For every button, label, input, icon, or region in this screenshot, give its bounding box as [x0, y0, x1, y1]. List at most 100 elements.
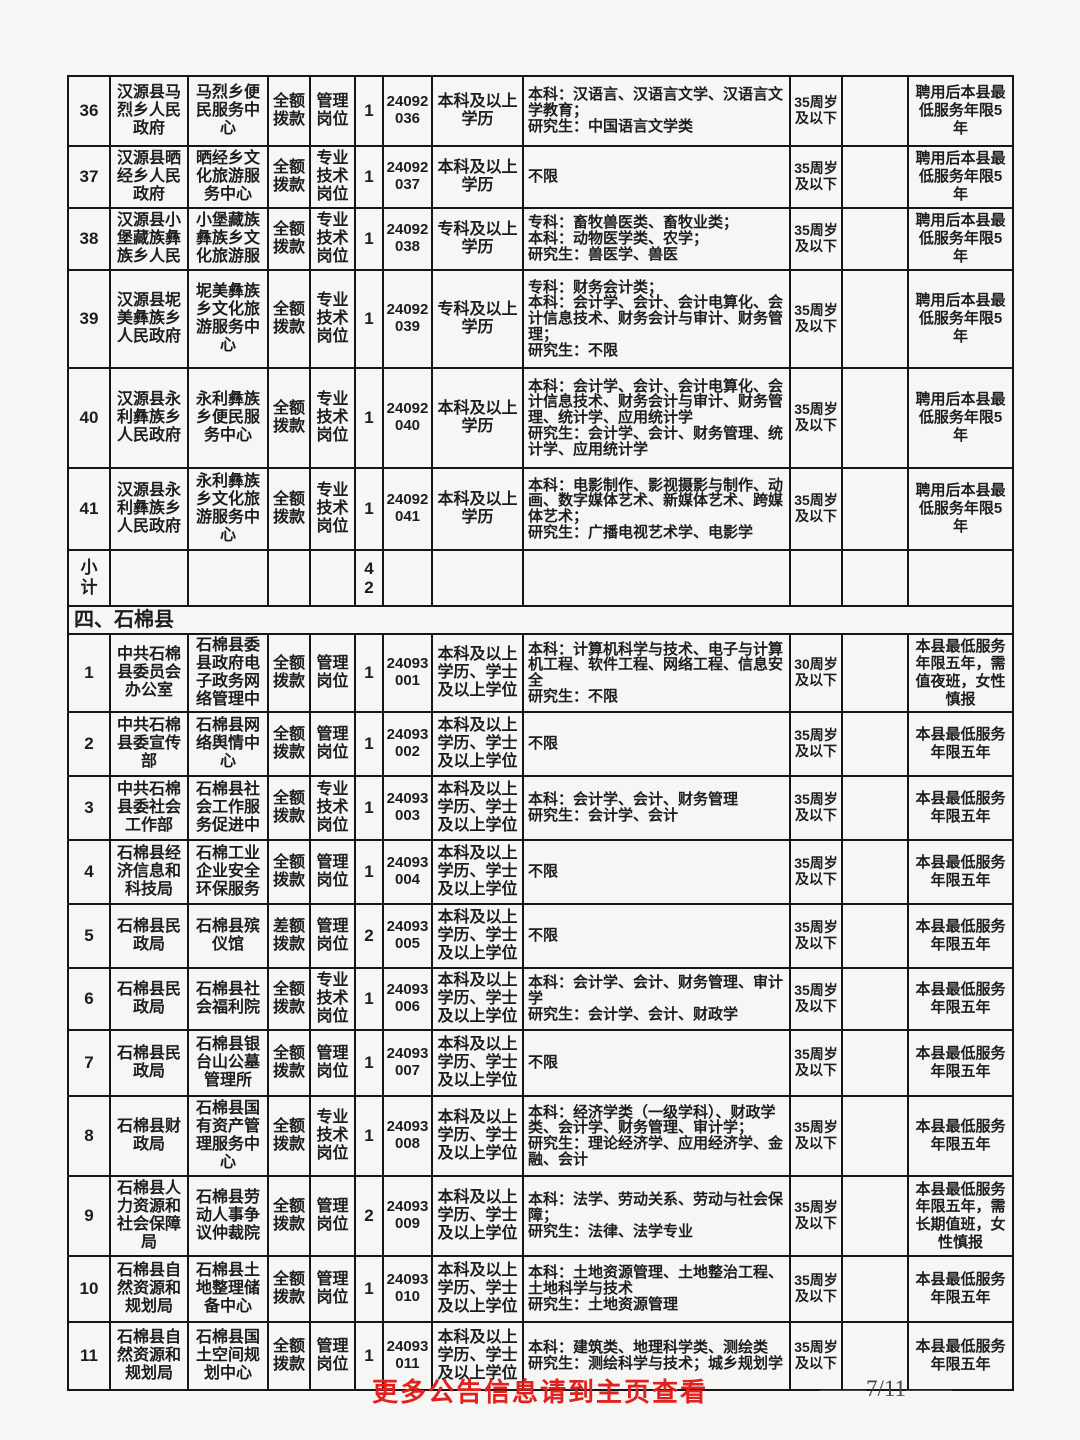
table-row: 3 中共石棉县委社会工作部 石棉县社会工作服务促进中 全额拨款 专业技术岗位 1 24093… — [67, 775, 1014, 841]
cell-age: 35周岁及以下 — [789, 145, 843, 209]
cell-seq: 38 — [67, 207, 111, 271]
cell-funding: 全额拨款 — [267, 1321, 311, 1391]
cell-post-type: 管理岗位 — [309, 1255, 356, 1323]
cell-majors: 本科：土地资源管理、土地整治工程、土地科学与技术 研究生：土地资源管理 — [522, 1255, 791, 1323]
cell-unit: 小堡藏族彝族乡文化旅游服 — [187, 207, 269, 271]
cell-post-type: 专业技术岗位 — [309, 145, 356, 209]
cell-seq: 41 — [67, 467, 111, 551]
cell-note: 本县最低服务年限五年 — [907, 839, 1014, 905]
cell-education: 本科及以上学历 — [431, 367, 524, 469]
cell-count: 2 — [354, 903, 384, 969]
cell-blank — [841, 549, 909, 607]
cell-count: 1 — [354, 775, 384, 841]
cell-note: 本县最低服务年限五年 — [907, 1095, 1014, 1177]
cell-age: 35周岁及以下 — [789, 1029, 843, 1097]
cell-blank — [841, 1255, 909, 1323]
cell-count: 1 — [354, 1095, 384, 1177]
cell-unit: 石棉县国有资产管理服务中心 — [187, 1095, 269, 1177]
table-row: 37 汉源县晒经乡人民政府 晒经乡文化旅游服务中心 全额拨款 专业技术岗位 1 240920… — [67, 145, 1014, 209]
cell-blank — [309, 549, 356, 607]
cell-education: 本科及以上学历、学士及以上学位 — [431, 1095, 524, 1177]
cell-count: 1 — [354, 367, 384, 469]
subtotal-row: 小计 42 — [67, 549, 1014, 607]
cell-funding: 全额拨款 — [267, 1095, 311, 1177]
cell-post-type: 管理岗位 — [309, 633, 356, 713]
cell-seq: 10 — [67, 1255, 111, 1323]
cell-code: 24093003 — [382, 775, 433, 841]
cell-dept: 汉源县晒经乡人民政府 — [109, 145, 189, 209]
cell-funding: 全额拨款 — [267, 711, 311, 777]
cell-education: 本科及以上学历、学士及以上学位 — [431, 775, 524, 841]
cell-count: 1 — [354, 145, 384, 209]
cell-blank — [841, 775, 909, 841]
cell-blank — [109, 549, 189, 607]
cell-blank — [789, 549, 843, 607]
cell-unit: 石棉县国土空间规划中心 — [187, 1321, 269, 1391]
cell-post-type: 管理岗位 — [309, 1175, 356, 1257]
cell-education: 本科及以上学历、学士及以上学位 — [431, 839, 524, 905]
table-row: 7 石棉县民政局 石棉县银台山公墓管理所 全额拨款 管理岗位 1 24093007 本科及以上… — [67, 1029, 1014, 1097]
cell-note: 本县最低服务年限五年 — [907, 711, 1014, 777]
cell-post-type: 专业技术岗位 — [309, 367, 356, 469]
cell-dept: 中共石棉县委宣传部 — [109, 711, 189, 777]
cell-funding: 全额拨款 — [267, 207, 311, 271]
cell-majors: 不限 — [522, 903, 791, 969]
cell-majors: 不限 — [522, 1029, 791, 1097]
table-row: 8 石棉县财政局 石棉县国有资产管理服务中心 全额拨款 专业技术岗位 1 24093008 本… — [67, 1095, 1014, 1177]
cell-majors: 不限 — [522, 145, 791, 209]
cell-funding: 全额拨款 — [267, 633, 311, 713]
cell-blank — [841, 1175, 909, 1257]
table-row: 5 石棉县民政局 石棉县殡仪馆 差额拨款 管理岗位 2 24093005 本科及以上学历、学士… — [67, 903, 1014, 969]
cell-education: 本科及以上学历、学士及以上学位 — [431, 903, 524, 969]
cell-post-type: 专业技术岗位 — [309, 967, 356, 1031]
cell-subtotal-count: 42 — [354, 549, 384, 607]
cell-dept: 石棉县经济信息和科技局 — [109, 839, 189, 905]
cell-count: 1 — [354, 967, 384, 1031]
cell-dept: 石棉县自然资源和规划局 — [109, 1255, 189, 1323]
cell-majors: 本科：计算机科学与技术、电子与计算机工程、软件工程、网络工程、信息安全 研究生：… — [522, 633, 791, 713]
cell-age: 35周岁及以下 — [789, 903, 843, 969]
cell-age: 35周岁及以下 — [789, 269, 843, 369]
cell-count: 2 — [354, 1175, 384, 1257]
cell-unit: 永利彝族乡文化旅游服务中心 — [187, 467, 269, 551]
cell-post-type: 专业技术岗位 — [309, 467, 356, 551]
cell-blank — [841, 711, 909, 777]
cell-blank — [841, 269, 909, 369]
cell-note: 本县最低服务年限五年 — [907, 1321, 1014, 1391]
cell-subtotal-label: 小计 — [67, 549, 111, 607]
cell-dept: 石棉县自然资源和规划局 — [109, 1321, 189, 1391]
cell-majors: 本科：会计学、会计、财务管理 研究生：会计学、会计 — [522, 775, 791, 841]
cell-seq: 36 — [67, 75, 111, 147]
cell-seq: 9 — [67, 1175, 111, 1257]
cell-note: 本县最低服务年限五年，需值夜班，女性慎报 — [907, 633, 1014, 713]
cell-blank — [841, 839, 909, 905]
cell-education: 本科及以上学历 — [431, 467, 524, 551]
cell-post-type: 管理岗位 — [309, 75, 356, 147]
cell-code: 24092038 — [382, 207, 433, 271]
cell-post-type: 管理岗位 — [309, 1321, 356, 1391]
cell-code: 24093011 — [382, 1321, 433, 1391]
cell-code: 24093010 — [382, 1255, 433, 1323]
cell-dept: 石棉县民政局 — [109, 967, 189, 1031]
cell-note: 聘用后本县最低服务年限5年 — [907, 207, 1014, 271]
cell-note: 聘用后本县最低服务年限5年 — [907, 75, 1014, 147]
cell-code: 24093008 — [382, 1095, 433, 1177]
footer-notice: 更多公告信息请到主页查看 — [371, 1377, 708, 1407]
cell-blank — [431, 549, 524, 607]
cell-dept: 汉源县永利彝族乡人民政府 — [109, 467, 189, 551]
cell-dept: 石棉县人力资源和社会保障局 — [109, 1175, 189, 1257]
table-row: 4 石棉县经济信息和科技局 石棉工业企业安全环保服务 全额拨款 管理岗位 1 2409300… — [67, 839, 1014, 905]
cell-count: 1 — [354, 839, 384, 905]
cell-code: 24093002 — [382, 711, 433, 777]
cell-funding: 全额拨款 — [267, 1175, 311, 1257]
cell-post-type: 专业技术岗位 — [309, 207, 356, 271]
cell-education: 本科及以上学历、学士及以上学位 — [431, 1255, 524, 1323]
cell-dept: 石棉县财政局 — [109, 1095, 189, 1177]
cell-majors: 专科：财务会计类； 本科：会计学、会计、会计电算化、会计信息技术、财务会计与审计… — [522, 269, 791, 369]
cell-seq: 5 — [67, 903, 111, 969]
table-row: 1 中共石棉县委员会办公室 石棉县委县政府电子政务网络管理中 全额拨款 管理岗位 1 240… — [67, 633, 1014, 713]
cell-age: 35周岁及以下 — [789, 1321, 843, 1391]
cell-note: 本县最低服务年限五年 — [907, 775, 1014, 841]
cell-seq: 1 — [67, 633, 111, 713]
cell-education: 本科及以上学历 — [431, 145, 524, 209]
